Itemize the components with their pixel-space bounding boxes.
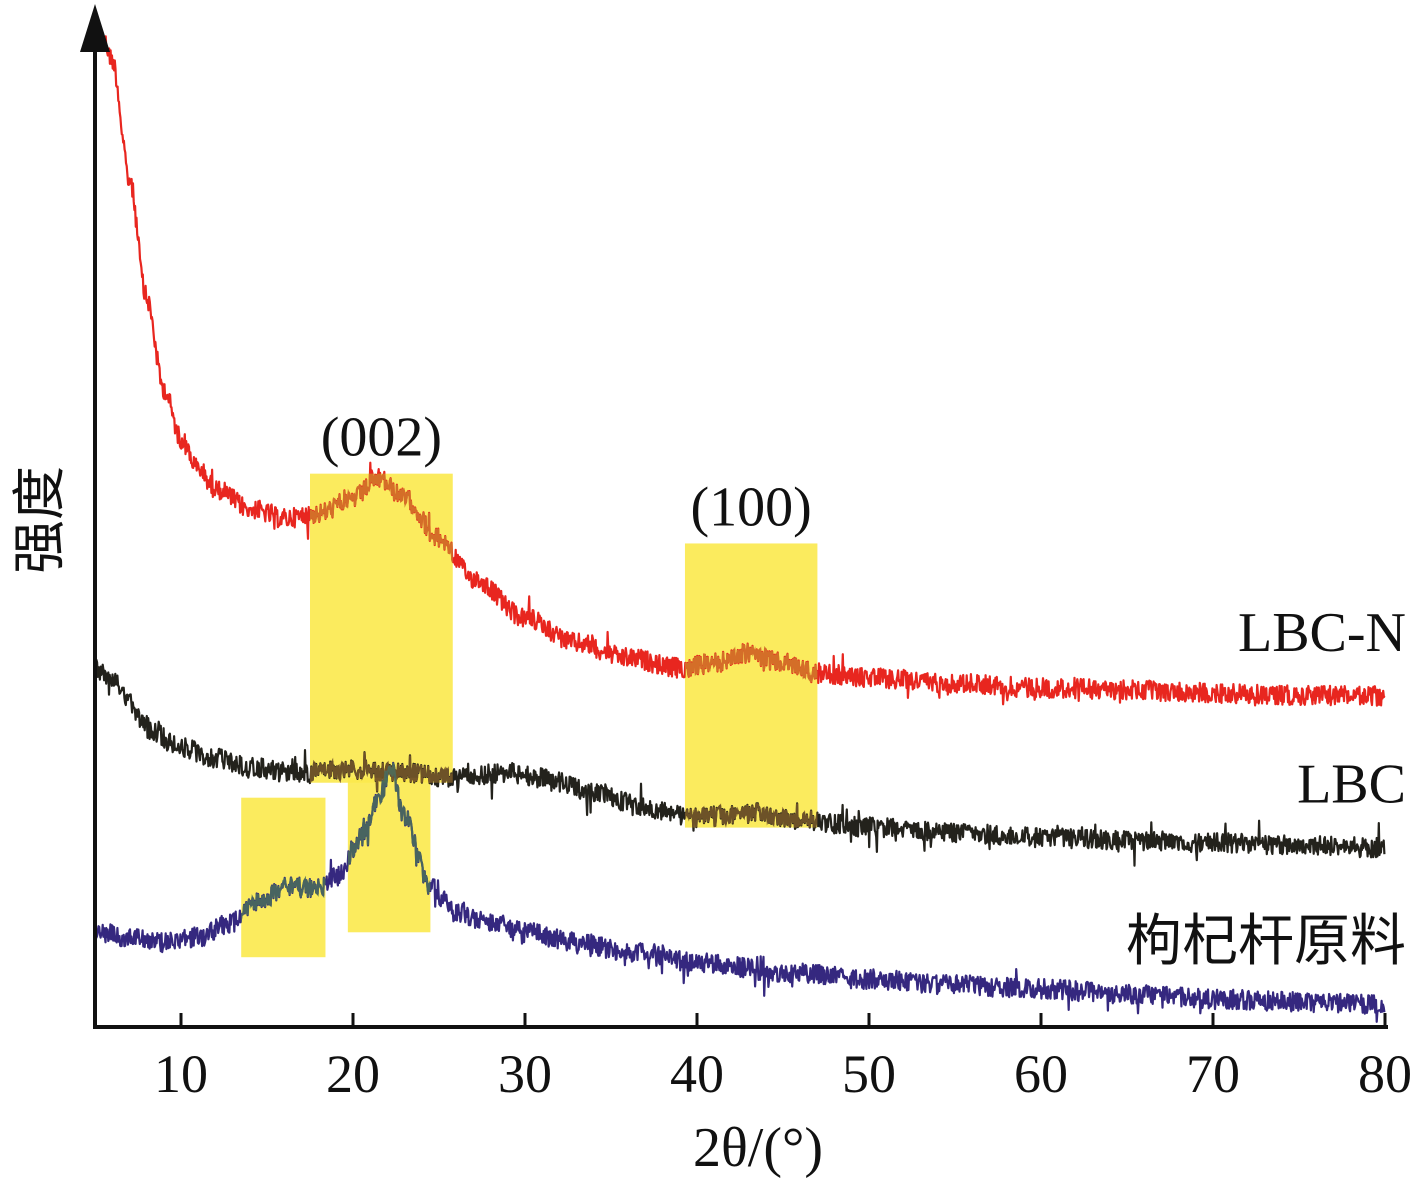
highlight-region-2 (241, 797, 326, 958)
region-annotation-0: (002) (321, 407, 442, 469)
overlap-tint-1-0 (684, 643, 818, 684)
x-tick-label-60: 60 (1014, 1044, 1068, 1104)
x-tick-label-80: 80 (1358, 1044, 1412, 1104)
overlap-tint-2-2 (241, 875, 326, 923)
x-tick-label-20: 20 (326, 1044, 380, 1104)
x-tick-label-40: 40 (670, 1044, 724, 1104)
highlight-region-0 (310, 473, 453, 783)
overlap-overlay-layer (241, 473, 818, 923)
x-tick-label-70: 70 (1186, 1044, 1240, 1104)
region-annotations: (002) (100) (321, 407, 812, 539)
overlap-tint-0-0 (310, 473, 453, 564)
series-label-2: 枸杞杆原料 (1126, 911, 1406, 973)
x-ticks: 10 20 30 40 50 60 70 80 (154, 1013, 1412, 1104)
highlight-region-1 (684, 543, 818, 828)
series-label-1: LBC (1297, 754, 1406, 816)
x-axis-title: 2θ/(°) (693, 1117, 823, 1179)
x-tick-label-30: 30 (498, 1044, 552, 1104)
region-annotation-1: (100) (691, 476, 812, 538)
y-axis-title: 强度 (10, 466, 70, 574)
axes (80, 4, 1388, 1029)
series-labels: LBC-N LBC 枸杞杆原料 (1126, 602, 1406, 973)
x-tick-label-10: 10 (154, 1044, 208, 1104)
x-tick-label-50: 50 (842, 1044, 896, 1104)
y-axis-arrow (80, 4, 110, 52)
overlap-tint-1-1 (684, 803, 818, 828)
series-label-0: LBC-N (1238, 602, 1406, 664)
